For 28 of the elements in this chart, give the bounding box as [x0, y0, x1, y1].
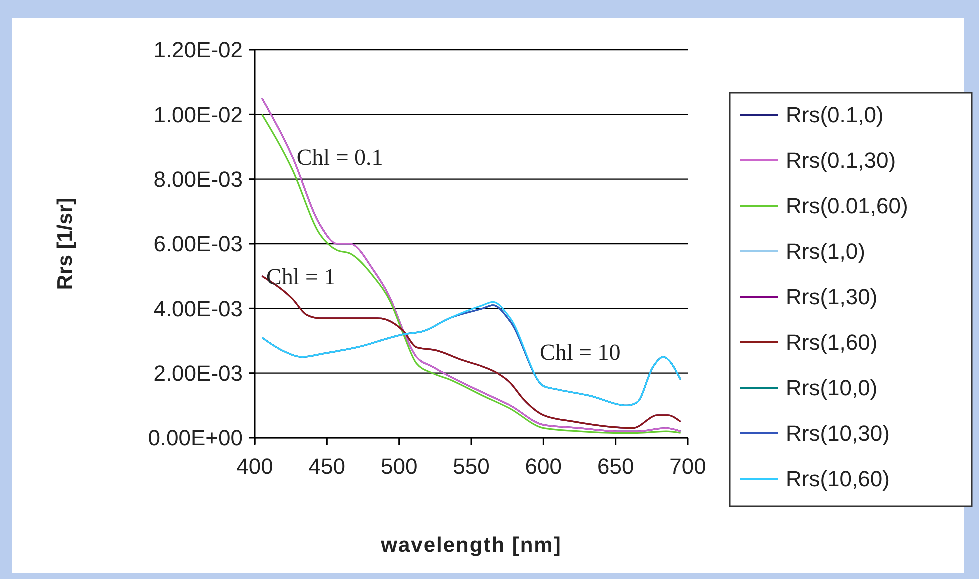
legend-label: Rrs(1,0)	[786, 239, 866, 264]
y-tick-label: 1.00E-02	[154, 102, 243, 128]
x-tick-label: 700	[670, 454, 706, 479]
legend-label: Rrs(1,60)	[786, 330, 878, 356]
x-axis-title: wavelength [nm]	[380, 534, 562, 557]
y-tick-label: 4.00E-03	[154, 296, 243, 322]
legend-label: Rrs(1,30)	[786, 284, 878, 310]
legend-label: Rrs(10,30)	[786, 421, 890, 446]
y-axis-title: Rrs [1/sr]	[54, 198, 77, 290]
annotation: Chl = 1	[266, 264, 336, 290]
legend-label: Rrs(10,60)	[786, 466, 890, 492]
x-tick-label: 450	[308, 454, 346, 479]
y-tick-label: 1.20E-02	[154, 38, 243, 63]
x-tick-label: 600	[525, 454, 562, 479]
y-tick-label: 8.00E-03	[154, 167, 243, 192]
legend-label: Rrs(0.01,60)	[786, 194, 908, 219]
annotation: Chl = 0.1	[296, 144, 384, 170]
legend-label: Rrs(10,0)	[786, 376, 878, 401]
legend-label: Rrs(0.1,30)	[786, 148, 896, 174]
annotation: Chl = 10	[540, 340, 621, 366]
y-tick-label: 2.00E-03	[154, 361, 243, 386]
x-tick-label: 500	[380, 454, 418, 479]
x-tick-label: 400	[236, 454, 274, 479]
legend-label: Rrs(0.1,0)	[786, 102, 884, 128]
y-tick-label: 0.00E+00	[148, 426, 243, 451]
x-tick-label: 650	[597, 454, 634, 479]
x-tick-label: 550	[453, 454, 490, 479]
y-tick-label: 6.00E-03	[154, 232, 243, 257]
